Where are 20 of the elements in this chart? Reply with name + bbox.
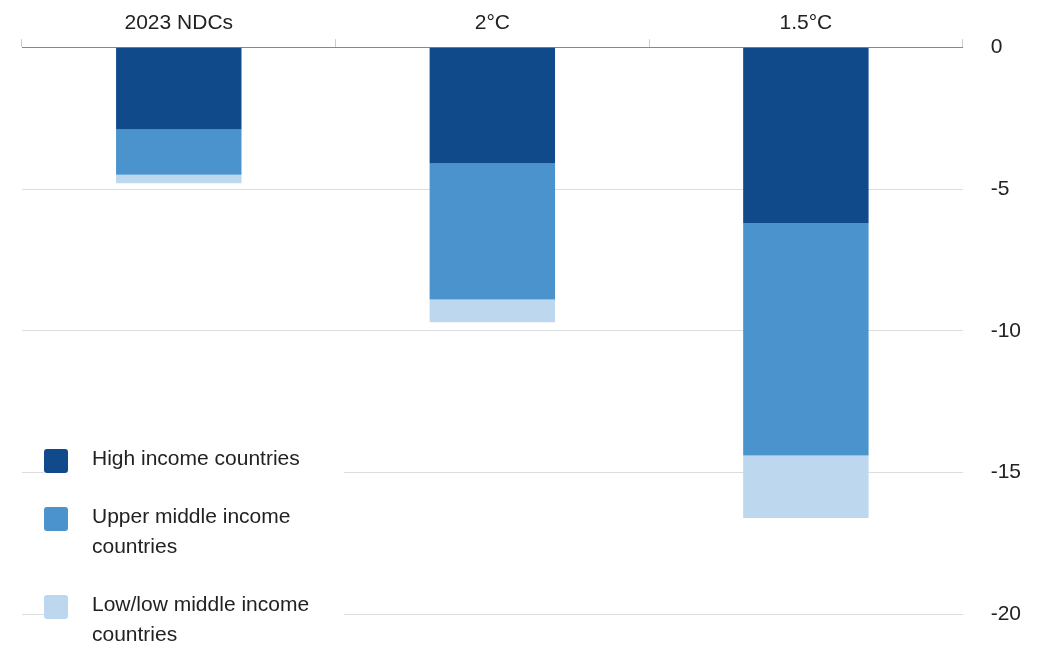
bar	[743, 223, 869, 456]
bar	[116, 47, 242, 130]
legend-label: Low/low middle income countries	[92, 591, 311, 647]
y-tick-label: 0	[990, 34, 1003, 57]
x-tick-label: 2023 NDCs	[124, 10, 234, 34]
legend-label: High income countries	[92, 445, 300, 471]
bar	[429, 47, 556, 164]
bar	[116, 129, 242, 175]
y-tick-label: -15	[990, 459, 1022, 483]
bar	[429, 299, 556, 323]
y-tick-label: -10	[990, 317, 1022, 341]
x-tick-label: 1.5°C	[779, 10, 833, 34]
y-tick-label: -20	[990, 601, 1022, 625]
bar	[743, 47, 869, 224]
y-tick-label: -5	[990, 175, 1010, 199]
bar	[429, 163, 556, 300]
bar	[743, 455, 869, 518]
bar	[116, 174, 242, 184]
x-tick-label: 2°C	[474, 10, 510, 34]
legend-label: Upper middle income countries	[92, 503, 292, 559]
